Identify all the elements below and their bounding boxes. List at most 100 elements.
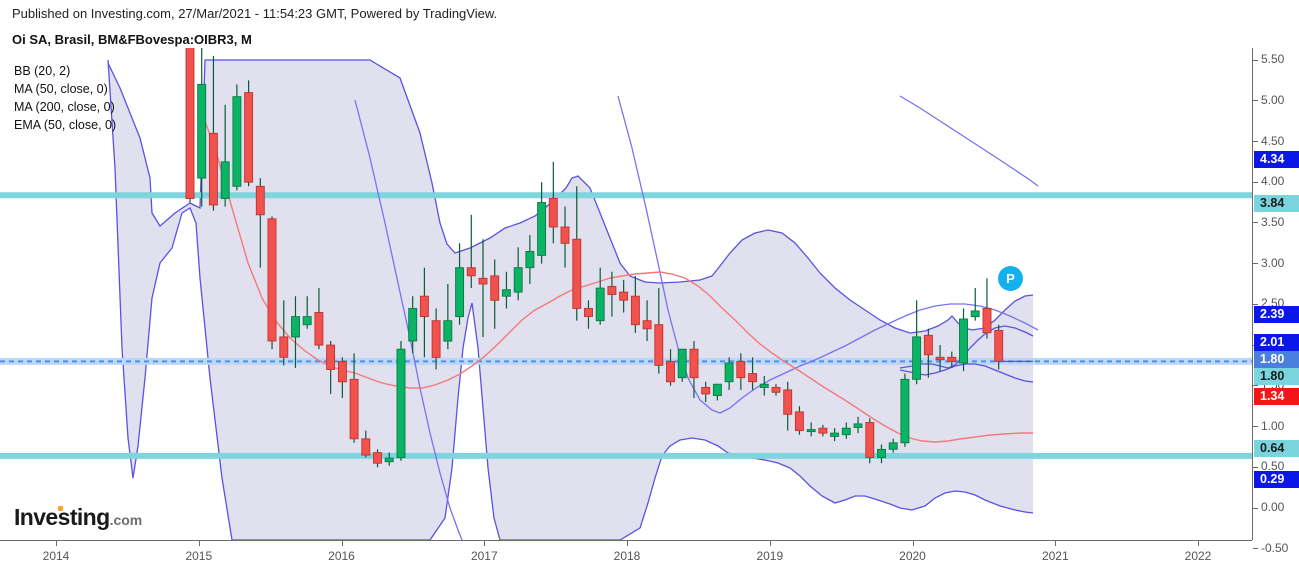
chart-plot-area[interactable]	[0, 48, 1252, 540]
candle-body	[654, 324, 664, 366]
price-label-pill-ma[interactable]: 1.34	[1254, 388, 1299, 405]
tick-dash-icon	[1253, 548, 1258, 550]
candle-body	[314, 312, 324, 346]
candle-body	[923, 334, 933, 356]
candle-body	[888, 442, 898, 450]
candle-body	[490, 275, 500, 301]
published-line: Published on Investing.com, 27/Mar/2021 …	[12, 6, 498, 21]
candle-body	[408, 307, 418, 342]
time-tick-label: 2020	[899, 549, 926, 563]
candle-body	[373, 452, 382, 464]
ma50-line	[199, 107, 1033, 443]
legend-item-ema50: EMA (50, close, 0)	[14, 118, 117, 132]
candle-body	[244, 92, 254, 183]
price-label-pill-hline[interactable]: 0.64	[1254, 440, 1299, 457]
candle-body	[607, 285, 617, 295]
price-tick-label: 5.50	[1261, 52, 1285, 66]
indicator-legend: BB (20, 2) MA (50, close, 0) MA (200, cl…	[14, 62, 116, 134]
price-label-pill-indicator[interactable]: 2.39	[1254, 306, 1299, 323]
tick-dash-icon	[341, 541, 343, 546]
candle-body	[396, 348, 406, 458]
candle-body	[830, 432, 840, 437]
candle-body	[537, 202, 547, 256]
price-label-pill-hline[interactable]: 3.84	[1254, 195, 1299, 212]
candle-body	[806, 429, 816, 433]
candle-body	[220, 161, 230, 199]
price-axis[interactable]: 5.505.004.504.003.503.002.502.001.501.00…	[1252, 48, 1299, 555]
candle-body	[361, 438, 371, 456]
candle-body	[865, 422, 875, 458]
candle-body	[994, 329, 1004, 362]
candle-body	[478, 277, 488, 285]
candle-body	[970, 310, 980, 318]
time-tick-label: 2019	[756, 549, 784, 563]
investing-logo: Investing.com	[14, 504, 142, 531]
candle-body	[771, 386, 781, 393]
tick-dash-icon	[198, 541, 200, 546]
price-label-pill-hline[interactable]: 1.80	[1254, 368, 1299, 385]
ema50-line-b	[899, 363, 1034, 383]
price-label-pill-price[interactable]: 1.80	[1254, 351, 1299, 368]
tick-dash-icon	[769, 541, 771, 546]
time-tick-label: 2016	[328, 549, 355, 563]
candle-body	[560, 226, 570, 244]
candle-body	[900, 378, 910, 444]
candle-body	[619, 291, 629, 301]
candlestick-chart	[0, 48, 1252, 540]
tick-dash-icon	[56, 541, 57, 546]
price-label-pill-indicator[interactable]: 4.34	[1254, 151, 1299, 168]
tick-dash-icon	[1253, 507, 1258, 509]
logo-dot-icon	[58, 506, 63, 511]
bb-lower-line	[107, 59, 1034, 540]
tick-dash-icon	[1253, 385, 1258, 387]
tick-dash-icon	[1253, 263, 1258, 265]
candle-body	[279, 336, 289, 358]
candle-body	[384, 457, 394, 463]
price-tick-label: 4.00	[1261, 174, 1285, 189]
price-tick-label: 1.00	[1261, 418, 1285, 433]
candle-body	[349, 378, 359, 440]
price-tick-label: 0.00	[1261, 500, 1285, 514]
price-label-pill-indicator[interactable]: 2.01	[1254, 334, 1299, 351]
candle-body	[666, 360, 675, 383]
candle-body	[959, 318, 968, 364]
tick-dash-icon	[1055, 541, 1057, 546]
candle-body	[783, 389, 793, 415]
tick-dash-icon	[1253, 141, 1258, 142]
candle-body	[525, 250, 535, 269]
candle-body	[326, 344, 336, 370]
candle-body	[595, 287, 605, 322]
price-tick-label: 3.00	[1261, 255, 1285, 270]
tick-dash-icon	[627, 541, 628, 546]
price-tick-label: 5.00	[1261, 92, 1285, 107]
time-tick-label: 2017	[470, 549, 498, 563]
candle-body	[455, 267, 465, 318]
tick-dash-icon	[1253, 100, 1258, 102]
tick-dash-icon	[1253, 466, 1258, 468]
candle-body	[419, 295, 429, 318]
time-axis[interactable]: 2014 2015 2016 2017 2018 2019 2020 2021 2022	[0, 540, 1252, 567]
tick-dash-icon	[912, 541, 914, 546]
p-annotation-marker[interactable]: P	[999, 267, 1022, 290]
tick-dash-icon	[1253, 303, 1258, 305]
candle-body	[853, 423, 863, 428]
time-tick-label: 2022	[1184, 549, 1212, 563]
candle-body	[759, 383, 769, 388]
candle-body	[877, 448, 886, 458]
candle-body	[337, 360, 347, 383]
candle-body	[548, 198, 558, 228]
candle-body	[197, 83, 207, 179]
candle-body	[302, 316, 312, 326]
candle-body	[232, 96, 242, 187]
candle-body	[291, 316, 300, 338]
candle-body	[584, 307, 593, 317]
tick-dash-icon	[1198, 541, 1199, 546]
candle-body	[255, 185, 265, 216]
candle-body	[208, 132, 218, 206]
candle-body	[677, 348, 687, 379]
price-label-pill-indicator[interactable]: 0.29	[1254, 471, 1299, 488]
candle-body	[642, 320, 652, 330]
candle-body	[724, 362, 734, 383]
time-tick-label: 2018	[613, 549, 641, 563]
